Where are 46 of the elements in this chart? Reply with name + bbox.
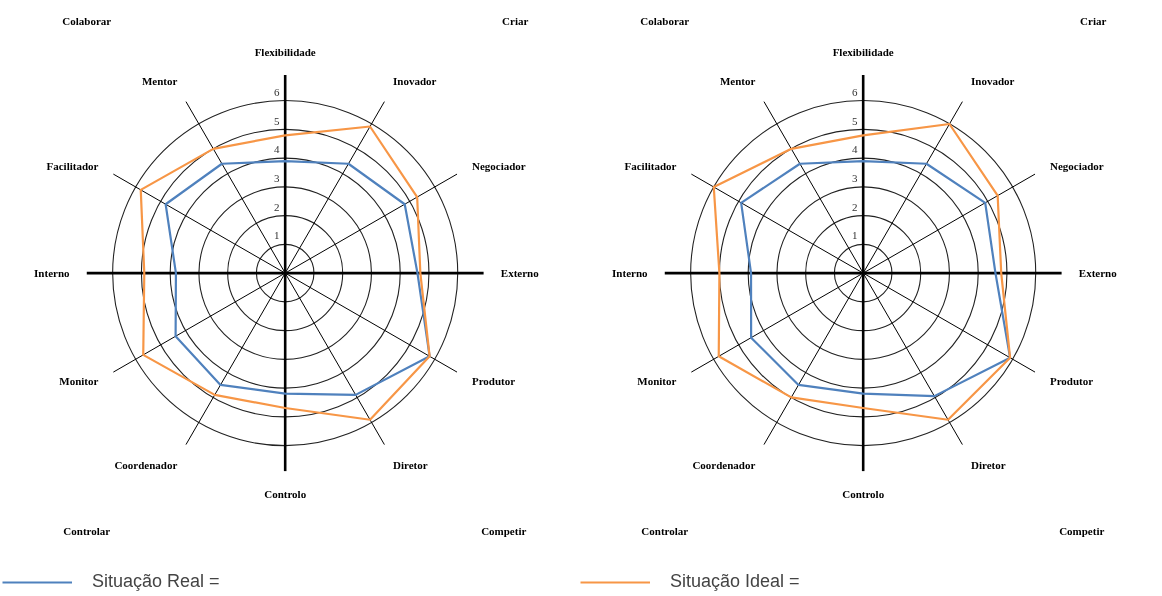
- y-tick-label: 2: [273, 200, 280, 213]
- spoke-label: Monitor: [59, 374, 99, 387]
- spoke-label: Negociador: [1049, 159, 1104, 172]
- spoke-label: Produtor: [1049, 374, 1094, 387]
- y-tick-label: 2: [851, 200, 858, 213]
- spoke-label: Coordenador: [692, 459, 756, 472]
- spoke-label: Flexibilidade: [832, 45, 894, 58]
- text: Competir: [481, 525, 527, 538]
- y-tick-label: 4: [273, 143, 280, 156]
- spoke-label: Monitor: [637, 374, 677, 387]
- spoke-label: Coordenador: [114, 459, 178, 472]
- y-tick-label: 1: [851, 229, 858, 242]
- spoke-label: Controlo: [842, 488, 885, 501]
- text: Controlar: [641, 525, 689, 538]
- y-tick-label: 5: [273, 114, 280, 127]
- y-tick-label: 3: [851, 171, 858, 184]
- spoke-label: Controlo: [264, 488, 307, 501]
- text: Colaborar: [640, 14, 690, 27]
- y-tick-label: 4: [851, 143, 858, 156]
- y-tick-label: 1: [273, 229, 280, 242]
- spoke-label: Produtor: [471, 374, 516, 387]
- y-tick-label: 5: [851, 114, 858, 127]
- spoke-label: Externo: [1078, 267, 1118, 280]
- spoke-label: Mentor: [141, 74, 178, 87]
- y-tick-label: 6: [851, 85, 858, 98]
- spoke-label: Facilitador: [46, 159, 99, 172]
- text: Competir: [1059, 525, 1105, 538]
- spoke-label: Inovador: [393, 74, 437, 87]
- y-tick-label: 6: [273, 85, 280, 98]
- text: Criar: [502, 14, 529, 27]
- text: Colaborar: [62, 14, 112, 27]
- spoke-label: Negociador: [471, 159, 526, 172]
- spoke-label: Interno: [612, 267, 649, 280]
- spoke-label: Mentor: [719, 74, 756, 87]
- spoke-label: Diretor: [971, 459, 1006, 472]
- spoke-label: Inovador: [971, 74, 1015, 87]
- spoke-label: Externo: [500, 267, 540, 280]
- text: Controlar: [63, 525, 111, 538]
- text: Criar: [1080, 14, 1107, 27]
- y-tick-label: 3: [273, 171, 280, 184]
- spoke-label: Flexibilidade: [254, 45, 316, 58]
- spoke-label: Facilitador: [624, 159, 677, 172]
- spoke-label: Diretor: [393, 459, 428, 472]
- legend-label: Situação Ideal =: [670, 571, 800, 592]
- spoke-label: Interno: [34, 267, 71, 280]
- legend-label: Situação Real =: [92, 571, 220, 592]
